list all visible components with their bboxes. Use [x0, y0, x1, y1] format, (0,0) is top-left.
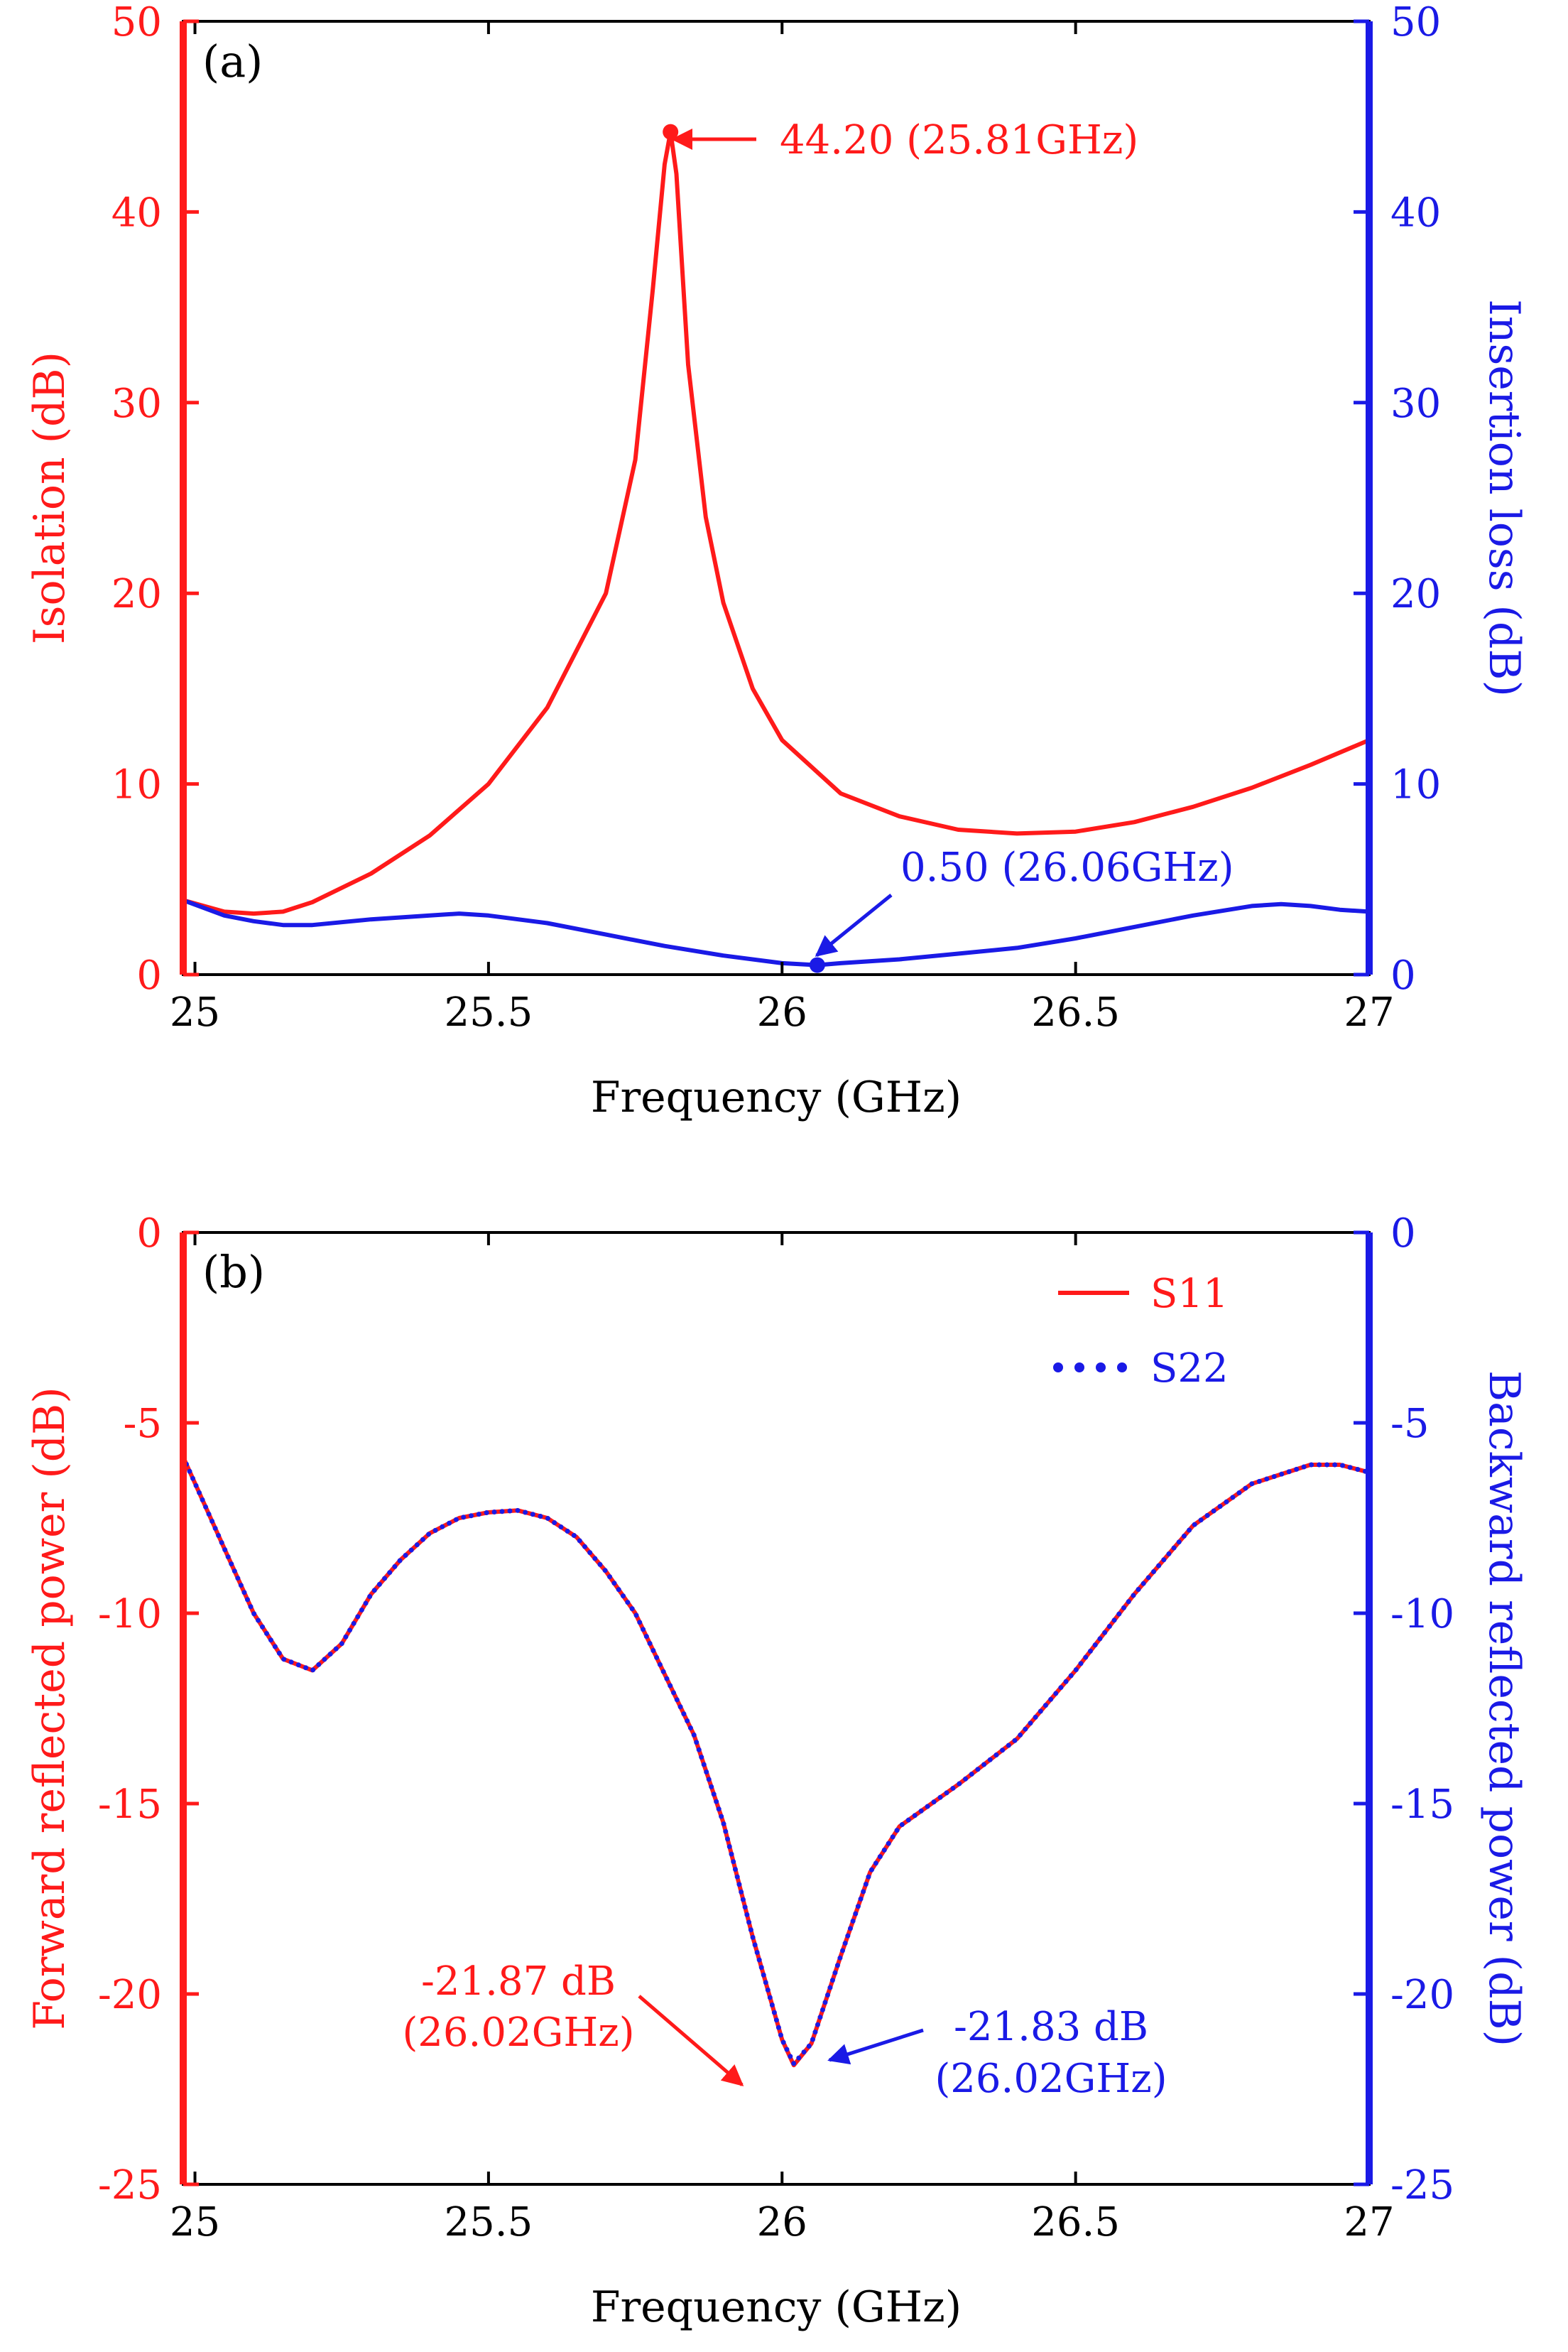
x-tick-label: 26 [757, 2199, 807, 2245]
x-tick-label: 27 [1344, 990, 1394, 1036]
x-axis-label: Frequency (GHz) [591, 1073, 962, 1122]
isolation-peak-label: 44.20 (25.81GHz) [780, 117, 1138, 163]
y-tick-label-left: -10 [98, 1591, 162, 1637]
y-tick-label-left: 0 [136, 1210, 162, 1257]
panel-label: (b) [202, 1246, 265, 1298]
y-tick-label-right: -5 [1390, 1401, 1430, 1447]
y-axis-label-left: Isolation (dB) [25, 352, 75, 644]
y-tick-label-left: -25 [98, 2162, 162, 2209]
y-axis-label-right: Backward reflected power (dB) [1479, 1370, 1529, 2047]
tick-group: 25 25.5 26 26.5 27 0 -5 -10 -15 -20 -25 0 -5 -10 -15 -2… [98, 1210, 1454, 2245]
y-tick-label-right: 30 [1390, 381, 1441, 427]
x-tick-label: 25 [170, 2199, 220, 2245]
marker-group [663, 124, 825, 973]
series-line-s11 [181, 1455, 1371, 2068]
data-marker [809, 957, 825, 973]
y-tick-label-right: 10 [1390, 762, 1441, 808]
y-tick-label-right: -25 [1390, 2162, 1454, 2209]
legend-label-s22: S22 [1150, 1345, 1229, 1392]
x-tick-label: 25 [170, 990, 220, 1036]
series-group [180, 1454, 1372, 2068]
legend: S11 S22 [1053, 1271, 1229, 1392]
y-tick-label-left: 50 [111, 0, 162, 45]
s11-min-label-line2: (26.02GHz) [402, 2010, 634, 2056]
y-tick-label-left: 40 [111, 190, 162, 236]
x-tick-label: 25.5 [445, 990, 533, 1036]
insertion-min-label: 0.50 (26.06GHz) [900, 845, 1234, 891]
y-tick-label-right: 20 [1390, 571, 1441, 617]
y-tick-label-left: 30 [111, 381, 162, 427]
y-tick-label-right: 0 [1390, 1210, 1416, 1257]
series-group [181, 129, 1371, 968]
y-tick-label-right: 50 [1390, 0, 1441, 45]
x-tick-label: 26.5 [1031, 2199, 1120, 2245]
y-axis-label-left: Forward reflected power (dB) [25, 1387, 75, 2029]
insertion-min-arrow [815, 894, 893, 957]
y-tick-label-right: 0 [1390, 953, 1416, 999]
series-line-isolation [181, 129, 1371, 916]
y-tick-label-left: 20 [111, 571, 162, 617]
x-tick-label: 25.5 [445, 2199, 533, 2245]
x-axis-label: Frequency (GHz) [591, 2282, 962, 2332]
s22-min-label-line2: (26.02GHz) [935, 2056, 1167, 2102]
series-line-insertion-loss [181, 898, 1371, 968]
x-tick-label: 26.5 [1031, 990, 1120, 1036]
y-axis-label-right: Insertion loss (dB) [1479, 299, 1529, 697]
data-marker [663, 124, 679, 140]
y-tick-label-left: -20 [98, 1972, 162, 2018]
s11-min-label-line1: -21.87 dB [421, 1958, 616, 2005]
s11-min-arrow [638, 1995, 744, 2086]
plot-frame [182, 20, 1371, 976]
chart-panel-b: 25 25.5 26 26.5 27 0 -5 -10 -15 -20 -25 0 -5 -10 -15 -2… [25, 1210, 1529, 2332]
y-tick-label-right: 40 [1390, 190, 1441, 236]
legend-label-s11: S11 [1150, 1271, 1229, 1317]
x-tick-label: 26 [757, 990, 807, 1036]
series-line-s22 [180, 1454, 1372, 2066]
y-tick-label-left: 10 [111, 762, 162, 808]
y-tick-label-right: -15 [1390, 1782, 1454, 1828]
y-tick-label-left: -15 [98, 1782, 162, 1828]
y-tick-label-left: -5 [123, 1401, 162, 1447]
y-tick-label-right: -10 [1390, 1591, 1454, 1637]
y-tick-label-left: 0 [136, 953, 162, 999]
panel-label: (a) [202, 36, 263, 87]
x-tick-label: 27 [1344, 2199, 1394, 2245]
y-tick-label-right: -20 [1390, 1972, 1454, 2018]
s22-min-arrow [827, 2028, 924, 2065]
s22-min-label-line1: -21.83 dB [954, 2004, 1148, 2050]
